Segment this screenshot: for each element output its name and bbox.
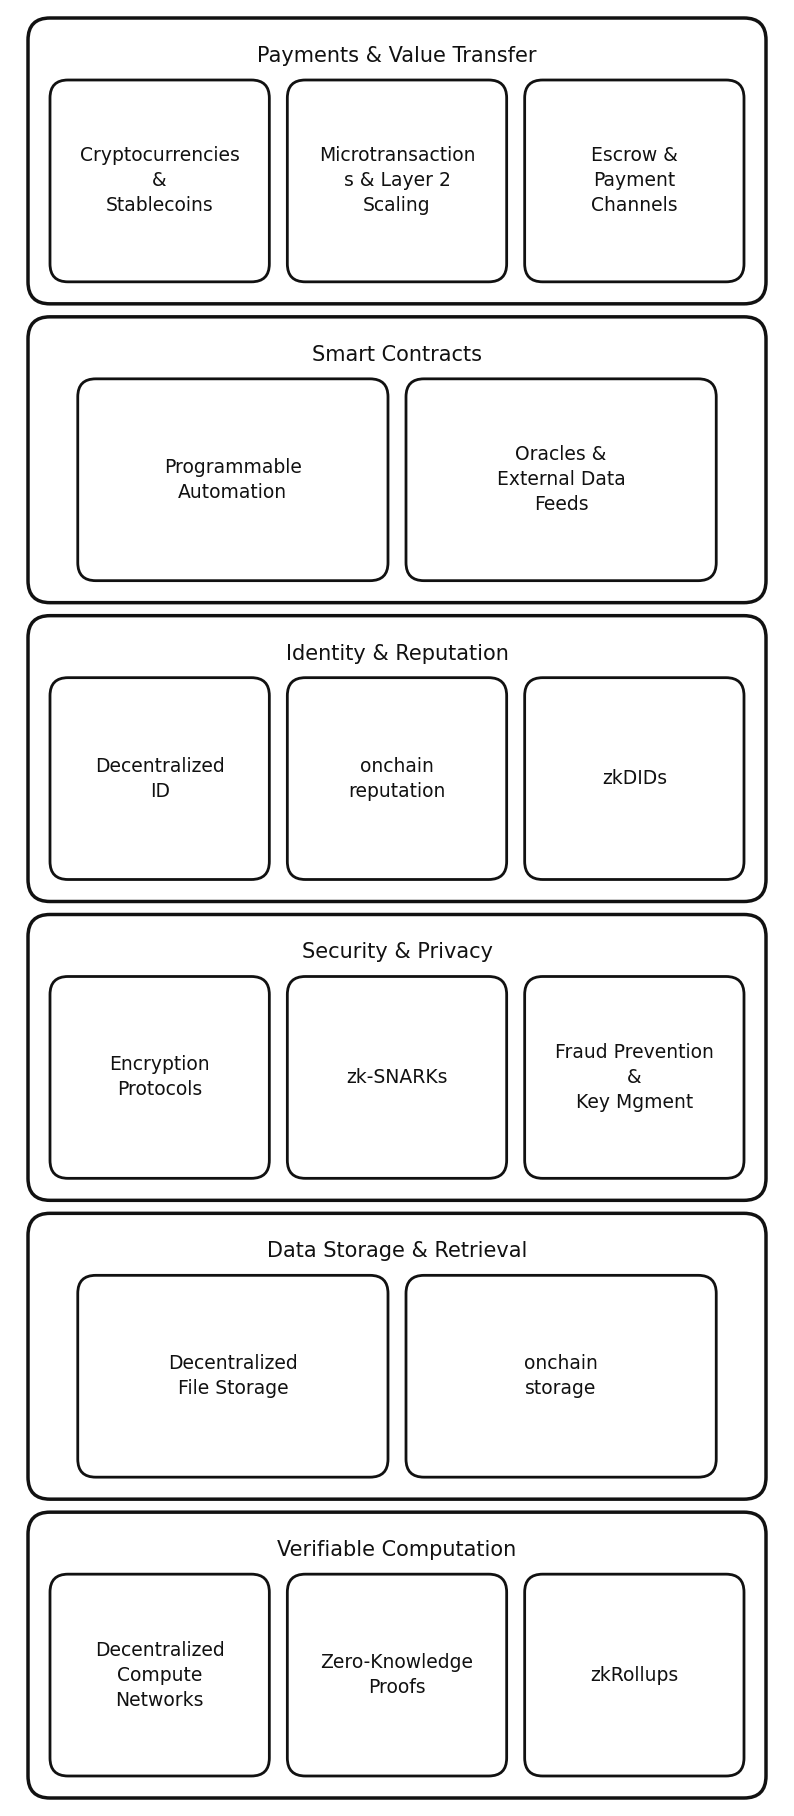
Text: Microtransaction
s & Layer 2
Scaling: Microtransaction s & Layer 2 Scaling: [318, 147, 476, 216]
Text: zkDIDs: zkDIDs: [602, 770, 667, 788]
Text: zk-SNARKs: zk-SNARKs: [346, 1068, 448, 1088]
Text: Oracles &
External Data
Feeds: Oracles & External Data Feeds: [497, 445, 626, 514]
FancyBboxPatch shape: [406, 1275, 716, 1476]
FancyBboxPatch shape: [50, 977, 269, 1179]
Text: Decentralized
File Storage: Decentralized File Storage: [168, 1355, 298, 1398]
FancyBboxPatch shape: [287, 80, 507, 281]
FancyBboxPatch shape: [78, 1275, 388, 1476]
FancyBboxPatch shape: [287, 977, 507, 1179]
Text: Identity & Reputation: Identity & Reputation: [286, 643, 508, 663]
Text: Data Storage & Retrieval: Data Storage & Retrieval: [267, 1242, 527, 1262]
FancyBboxPatch shape: [406, 380, 716, 581]
FancyBboxPatch shape: [525, 677, 744, 879]
FancyBboxPatch shape: [78, 380, 388, 581]
Text: Encryption
Protocols: Encryption Protocols: [110, 1055, 210, 1099]
FancyBboxPatch shape: [50, 1574, 269, 1776]
Text: Payments & Value Transfer: Payments & Value Transfer: [257, 45, 537, 65]
FancyBboxPatch shape: [28, 616, 766, 901]
FancyBboxPatch shape: [525, 1574, 744, 1776]
Text: Decentralized
Compute
Networks: Decentralized Compute Networks: [94, 1640, 225, 1709]
Text: Decentralized
ID: Decentralized ID: [94, 757, 225, 801]
FancyBboxPatch shape: [525, 977, 744, 1179]
FancyBboxPatch shape: [50, 677, 269, 879]
Text: Verifiable Computation: Verifiable Computation: [277, 1540, 517, 1560]
FancyBboxPatch shape: [287, 1574, 507, 1776]
Text: Security & Privacy: Security & Privacy: [302, 943, 492, 962]
FancyBboxPatch shape: [525, 80, 744, 281]
FancyBboxPatch shape: [50, 80, 269, 281]
Text: zkRollups: zkRollups: [590, 1665, 678, 1685]
Text: onchain
reputation: onchain reputation: [349, 757, 445, 801]
FancyBboxPatch shape: [287, 677, 507, 879]
Text: Cryptocurrencies
&
Stablecoins: Cryptocurrencies & Stablecoins: [79, 147, 240, 216]
FancyBboxPatch shape: [28, 316, 766, 603]
Text: Escrow &
Payment
Channels: Escrow & Payment Channels: [591, 147, 678, 216]
Text: onchain
storage: onchain storage: [524, 1355, 598, 1398]
Text: Smart Contracts: Smart Contracts: [312, 345, 482, 365]
FancyBboxPatch shape: [28, 915, 766, 1200]
FancyBboxPatch shape: [28, 18, 766, 303]
Text: Programmable
Automation: Programmable Automation: [164, 458, 302, 501]
FancyBboxPatch shape: [28, 1213, 766, 1500]
FancyBboxPatch shape: [28, 1513, 766, 1798]
Text: Fraud Prevention
&
Key Mgment: Fraud Prevention & Key Mgment: [555, 1042, 714, 1111]
Text: Zero-Knowledge
Proofs: Zero-Knowledge Proofs: [321, 1653, 473, 1698]
